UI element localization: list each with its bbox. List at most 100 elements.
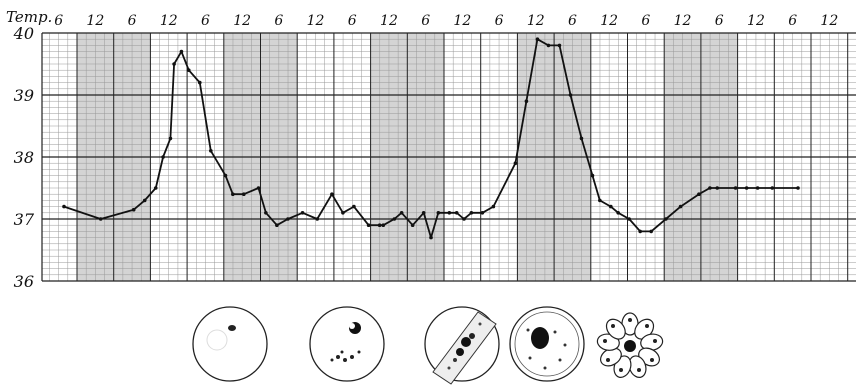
x-tick-label: 6 xyxy=(348,13,357,29)
x-tick-label: 12 xyxy=(747,13,765,29)
x-tick-label: 12 xyxy=(820,13,838,29)
data-point xyxy=(168,136,173,141)
data-point xyxy=(410,223,415,227)
y-axis-label: Temp. xyxy=(6,8,52,26)
data-point xyxy=(377,223,382,227)
x-tick-label: 6 xyxy=(641,13,650,29)
x-tick-label: 12 xyxy=(233,13,251,29)
data-point xyxy=(469,211,474,215)
x-tick-label: 6 xyxy=(128,13,137,29)
data-point xyxy=(598,198,602,203)
x-tick-label: 6 xyxy=(715,13,724,29)
data-point xyxy=(733,186,738,190)
data-point xyxy=(524,99,529,103)
data-point xyxy=(186,68,191,72)
data-point xyxy=(209,149,213,153)
data-point xyxy=(242,192,246,196)
data-point xyxy=(638,229,642,234)
data-point xyxy=(649,229,653,234)
data-point xyxy=(223,173,228,178)
y-tick-label: 38 xyxy=(14,148,34,167)
data-point xyxy=(161,155,165,159)
data-point xyxy=(131,207,136,212)
data-point xyxy=(697,192,701,196)
y-tick-label: 36 xyxy=(14,272,34,291)
data-point xyxy=(352,204,356,209)
data-point xyxy=(381,223,386,227)
x-tick-label: 6 xyxy=(788,13,797,29)
data-point xyxy=(715,186,720,190)
data-point xyxy=(616,211,620,215)
x-tick-label: 12 xyxy=(160,13,178,29)
data-point xyxy=(678,204,683,209)
x-tick-label: 6 xyxy=(421,13,430,29)
data-point xyxy=(429,235,433,240)
data-point xyxy=(366,223,371,227)
data-point xyxy=(172,62,176,66)
data-point xyxy=(454,211,459,215)
x-tick-label: 12 xyxy=(600,13,618,29)
data-point xyxy=(330,192,334,196)
data-point xyxy=(590,173,595,178)
data-point xyxy=(399,211,404,215)
y-tick-label: 40 xyxy=(13,24,34,43)
x-tick-label: 6 xyxy=(274,13,283,29)
data-point xyxy=(744,186,749,190)
data-point xyxy=(627,217,631,221)
y-tick-label: 39 xyxy=(14,86,34,105)
data-point xyxy=(557,43,562,48)
data-point xyxy=(796,186,800,190)
data-point xyxy=(264,211,268,215)
data-point xyxy=(341,211,345,215)
data-point xyxy=(480,211,485,215)
data-point xyxy=(98,217,103,221)
x-tick-label: 6 xyxy=(201,13,210,29)
data-point xyxy=(579,136,584,141)
y-tick-label: 37 xyxy=(14,210,35,229)
data-point xyxy=(231,192,235,196)
data-point xyxy=(142,198,147,203)
blood-cell-small-parasite-icon xyxy=(192,306,268,382)
round-cell-with-pigment-mass-icon xyxy=(509,306,585,382)
data-point xyxy=(62,204,66,209)
data-point xyxy=(153,186,158,190)
data-point xyxy=(256,186,261,190)
segmenting-rosette-icon xyxy=(596,312,664,378)
data-point xyxy=(546,43,551,48)
data-point xyxy=(513,161,518,165)
elongated-cell-with-pigment-icon xyxy=(424,306,500,385)
data-point xyxy=(609,204,613,209)
data-point xyxy=(179,49,184,54)
data-point xyxy=(392,217,397,221)
data-point xyxy=(447,211,452,215)
data-point xyxy=(275,223,279,227)
major-grid xyxy=(41,32,856,282)
data-point xyxy=(755,186,760,190)
blood-cell-growing-parasite-icon xyxy=(309,306,385,382)
x-tick-label: 12 xyxy=(674,13,692,29)
data-point xyxy=(421,211,426,215)
x-tick-labels: 6 12 6 12 6 12 6 12 6 12 6 12 6 12 6 12 6 12 6 12 6 12 xyxy=(54,13,838,29)
data-point xyxy=(315,217,320,221)
blood-cell-figures xyxy=(192,306,664,385)
x-tick-label: 12 xyxy=(86,13,104,29)
x-tick-label: 12 xyxy=(527,13,545,29)
data-point xyxy=(197,80,202,85)
data-point xyxy=(300,211,305,215)
x-tick-label: 12 xyxy=(453,13,471,29)
data-point xyxy=(286,217,290,221)
x-tick-label: 6 xyxy=(54,13,63,29)
data-point xyxy=(535,37,540,41)
x-tick-label: 6 xyxy=(568,13,577,29)
y-tick-labels: 40 39 38 37 36 xyxy=(13,24,35,291)
data-point xyxy=(568,93,573,97)
data-point xyxy=(462,217,466,221)
x-tick-label: 6 xyxy=(495,13,504,29)
data-point xyxy=(770,186,775,190)
x-tick-label: 12 xyxy=(380,13,398,29)
data-point xyxy=(491,204,496,209)
x-tick-label: 12 xyxy=(307,13,325,29)
data-point xyxy=(436,211,441,215)
data-point xyxy=(664,217,668,221)
